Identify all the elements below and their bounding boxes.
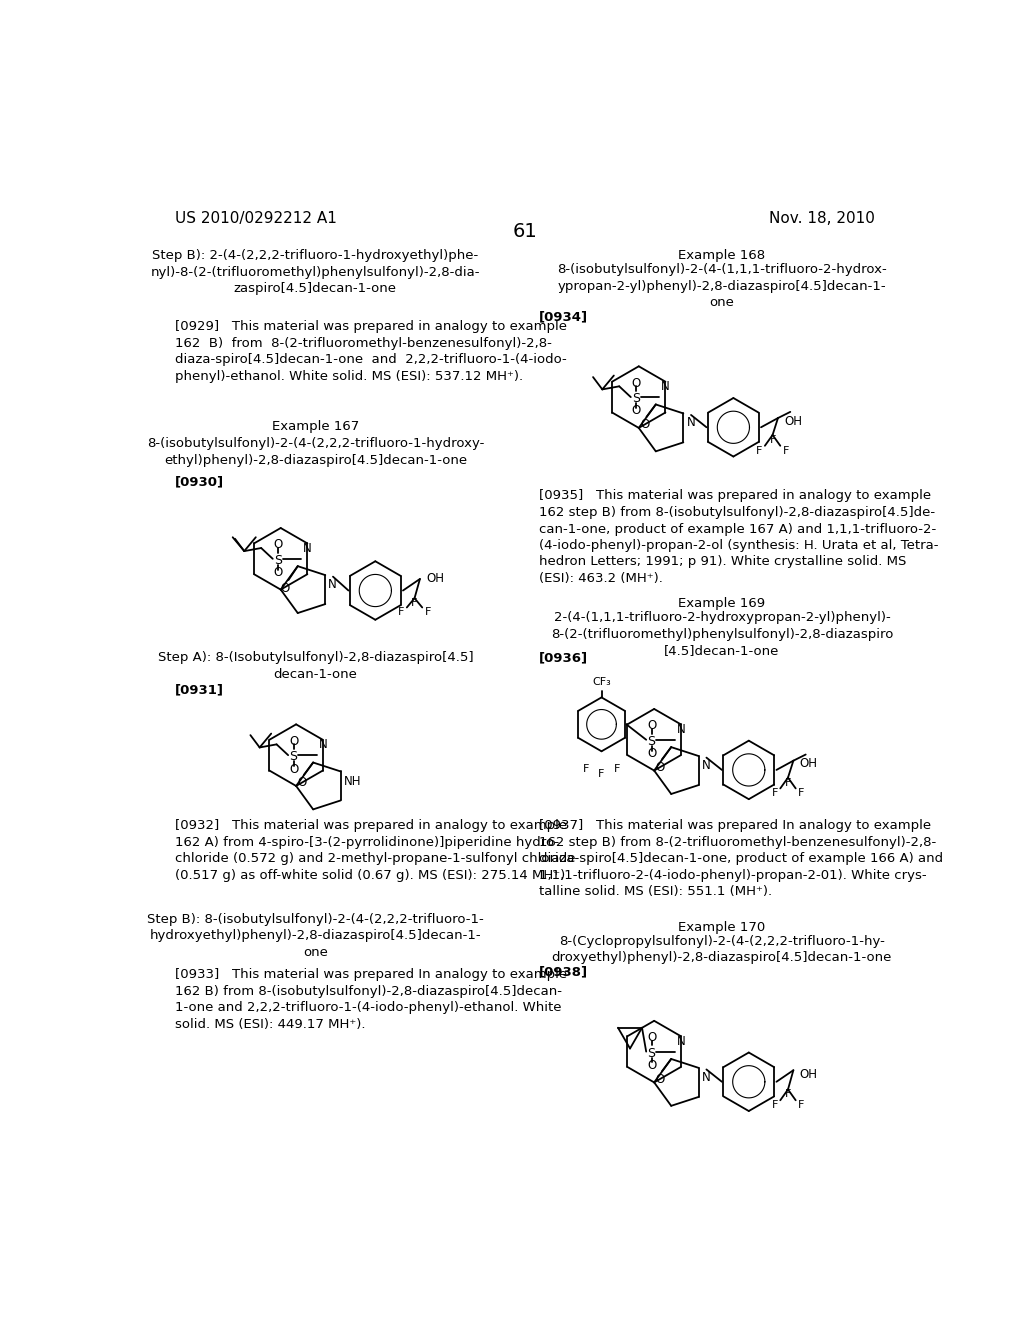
Text: N: N [686, 417, 695, 429]
Text: [0936]: [0936] [539, 651, 588, 664]
Text: O: O [655, 1073, 665, 1086]
Text: [0937]   This material was prepared In analogy to example
162 step B) from 8-(2-: [0937] This material was prepared In ana… [539, 818, 943, 898]
Text: 8-(isobutylsulfonyl)-2-(4-(2,2,2-trifluoro-1-hydroxy-
ethyl)phenyl)-2,8-diazaspi: 8-(isobutylsulfonyl)-2-(4-(2,2,2-trifluo… [146, 437, 484, 467]
Text: N: N [677, 723, 685, 737]
Text: S: S [647, 1047, 655, 1060]
Text: F: F [425, 607, 431, 618]
Text: Example 170: Example 170 [678, 921, 766, 933]
Text: [0933]   This material was prepared In analogy to example
162 B) from 8-(isobuty: [0933] This material was prepared In ana… [175, 969, 567, 1031]
Text: [0929]   This material was prepared in analogy to example
162  B)  from  8-(2-tr: [0929] This material was prepared in ana… [175, 321, 567, 383]
Text: Nov. 18, 2010: Nov. 18, 2010 [768, 211, 874, 226]
Text: N: N [701, 759, 711, 772]
Text: F: F [598, 770, 605, 779]
Text: F: F [772, 788, 778, 799]
Text: F: F [583, 764, 589, 775]
Text: OH: OH [800, 1068, 817, 1081]
Text: O: O [647, 1031, 656, 1044]
Text: 2-(4-(1,1,1-trifluoro-2-hydroxypropan-2-yl)phenyl)-
8-(2-(trifluoromethyl)phenyl: 2-(4-(1,1,1-trifluoro-2-hydroxypropan-2-… [551, 611, 893, 657]
Text: Example 169: Example 169 [678, 598, 766, 610]
Text: [0930]: [0930] [175, 475, 224, 488]
Text: Step B): 2-(4-(2,2,2-trifluoro-1-hydroxyethyl)phe-
nyl)-8-(2-(trifluoromethyl)ph: Step B): 2-(4-(2,2,2-trifluoro-1-hydroxy… [151, 249, 480, 296]
Text: NH: NH [344, 775, 361, 788]
Text: O: O [655, 760, 665, 774]
Text: O: O [289, 735, 298, 748]
Text: S: S [290, 750, 298, 763]
Text: N: N [318, 738, 327, 751]
Text: OH: OH [426, 573, 444, 586]
Text: [0935]   This material was prepared in analogy to example
162 step B) from 8-(is: [0935] This material was prepared in ana… [539, 490, 938, 585]
Text: 8-(Cyclopropylsulfonyl)-2-(4-(2,2,2-trifluoro-1-hy-
droxyethyl)phenyl)-2,8-diaza: 8-(Cyclopropylsulfonyl)-2-(4-(2,2,2-trif… [552, 935, 892, 964]
Text: O: O [273, 539, 283, 552]
Text: [0938]: [0938] [539, 965, 588, 978]
Text: Step B): 8-(isobutylsulfonyl)-2-(4-(2,2,2-trifluoro-1-
hydroxyethyl)phenyl)-2,8-: Step B): 8-(isobutylsulfonyl)-2-(4-(2,2,… [147, 913, 483, 960]
Text: F: F [772, 1101, 778, 1110]
Text: CF₃: CF₃ [592, 677, 611, 688]
Text: F: F [798, 1101, 805, 1110]
Text: F: F [756, 446, 763, 455]
Text: O: O [632, 404, 641, 417]
Text: Example 168: Example 168 [678, 249, 766, 263]
Text: [0934]: [0934] [539, 312, 588, 323]
Text: O: O [632, 376, 641, 389]
Text: N: N [303, 543, 311, 554]
Text: N: N [677, 1035, 685, 1048]
Text: Step A): 8-(Isobutylsulfonyl)-2,8-diazaspiro[4.5]
decan-1-one: Step A): 8-(Isobutylsulfonyl)-2,8-diazas… [158, 651, 473, 681]
Text: O: O [640, 418, 649, 432]
Text: 8-(isobutylsulfonyl)-2-(4-(1,1,1-trifluoro-2-hydrox-
ypropan-2-yl)phenyl)-2,8-di: 8-(isobutylsulfonyl)-2-(4-(1,1,1-trifluo… [557, 263, 887, 309]
Text: F: F [798, 788, 805, 799]
Text: OH: OH [784, 414, 802, 428]
Text: F: F [398, 607, 404, 618]
Text: F: F [784, 1089, 792, 1100]
Text: 61: 61 [512, 222, 538, 240]
Text: O: O [647, 747, 656, 760]
Text: F: F [782, 446, 788, 455]
Text: O: O [298, 776, 307, 789]
Text: O: O [289, 763, 298, 776]
Text: N: N [662, 380, 670, 393]
Text: Example 167: Example 167 [271, 420, 359, 433]
Text: S: S [647, 735, 655, 748]
Text: F: F [769, 436, 776, 445]
Text: S: S [632, 392, 640, 405]
Text: F: F [784, 777, 792, 788]
Text: F: F [412, 598, 418, 609]
Text: O: O [647, 719, 656, 733]
Text: S: S [274, 554, 283, 566]
Text: [0932]   This material was prepared in analogy to example
162 A) from 4-spiro-[3: [0932] This material was prepared in ana… [175, 818, 575, 882]
Text: [0931]: [0931] [175, 684, 224, 697]
Text: O: O [281, 582, 290, 594]
Text: N: N [329, 578, 337, 591]
Text: F: F [613, 764, 621, 775]
Text: N: N [701, 1071, 711, 1084]
Text: O: O [273, 566, 283, 579]
Text: OH: OH [800, 758, 817, 771]
Text: O: O [647, 1059, 656, 1072]
Text: US 2010/0292212 A1: US 2010/0292212 A1 [175, 211, 337, 226]
